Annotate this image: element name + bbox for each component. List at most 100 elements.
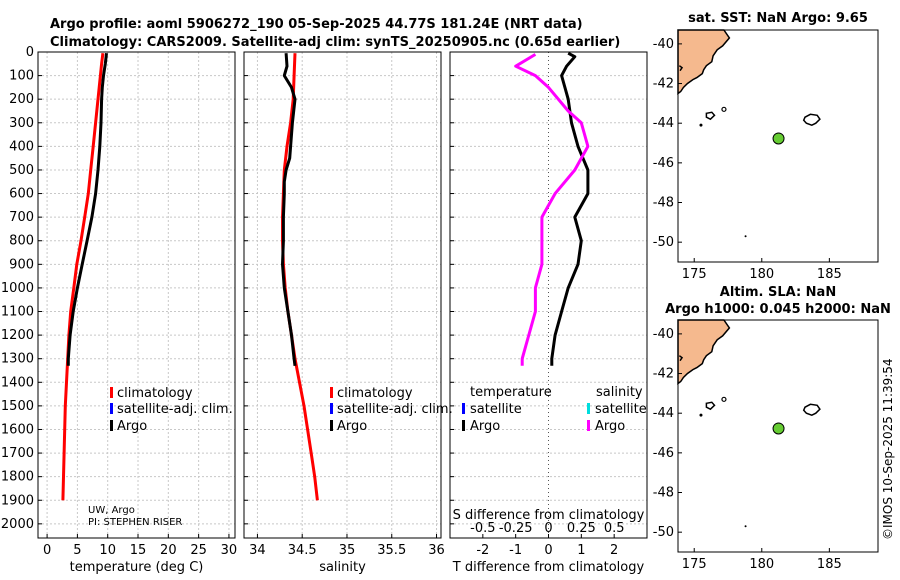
lat-tick-label: -42 xyxy=(653,77,674,92)
map-frame xyxy=(677,319,879,553)
x-tick-label: 36 xyxy=(428,543,445,558)
map-sst-panel: -40 -42 -44 -46 -48 -50 175 180 185 xyxy=(653,29,879,282)
top-x-axis-label: S difference from climatology xyxy=(453,508,645,523)
lat-tick-label: -42 xyxy=(653,367,674,382)
x-tick-label: 0 xyxy=(43,543,51,558)
lat-tick-label: -40 xyxy=(653,37,674,52)
top-x-tick-label: 0.25 xyxy=(567,521,596,536)
lat-tick-label: -44 xyxy=(653,406,674,421)
y-tick-label: 1200 xyxy=(1,328,34,343)
island-dot xyxy=(699,413,703,417)
y-tick-label: 1300 xyxy=(1,352,34,367)
legend-swatch-s-satellite xyxy=(587,403,590,414)
timestamp: ©IMOS 10-Sep-2025 11:39:54 xyxy=(881,358,895,540)
lon-tick-label: 180 xyxy=(749,267,774,282)
y-tick-label: 1800 xyxy=(1,470,34,485)
land-mass xyxy=(677,319,731,385)
legend-swatch-argo xyxy=(330,420,333,431)
figure-title-line1: Argo profile: aoml 5906272_190 05-Sep-20… xyxy=(50,17,583,32)
series-line-t-argo-clim xyxy=(550,51,590,366)
series-line-climatology xyxy=(61,53,105,501)
x-tick-label: -2 xyxy=(476,543,489,558)
difference-panel: -2 -1 0 1 2 T difference from climatology -0.5… xyxy=(449,51,648,575)
chatham-island-outline xyxy=(802,113,821,127)
series-line-argo xyxy=(281,53,297,366)
legend-label-argo: Argo xyxy=(337,419,367,434)
lon-tick-label: 180 xyxy=(749,557,774,572)
y-tick-label: 100 xyxy=(9,69,34,84)
y-tick-label: 1600 xyxy=(1,422,34,437)
lat-tick-label: -50 xyxy=(653,525,674,540)
x-tick-label: 35 xyxy=(339,543,356,558)
y-tick-label: 500 xyxy=(9,163,34,178)
map-sla-subtitle: Argo h1000: 0.045 h2000: NaN xyxy=(665,302,891,317)
chatham-island-outline xyxy=(802,403,821,417)
lat-tick-label: -46 xyxy=(653,446,674,461)
x-tick-label: 5 xyxy=(73,543,81,558)
lon-tick-label: 175 xyxy=(682,557,707,572)
island-dot xyxy=(699,123,703,127)
y-tick-label: 0 xyxy=(26,45,34,60)
legend-label-s-satellite: satellite xyxy=(595,402,647,417)
island-outline xyxy=(705,401,716,411)
x-tick-label: 20 xyxy=(160,543,177,558)
legend-swatch-t-satellite xyxy=(462,403,465,414)
x-axis-label: temperature (deg C) xyxy=(70,560,204,575)
legend-swatch-satellite xyxy=(110,403,113,414)
series-line-climatology xyxy=(281,53,319,501)
top-x-tick-label: 0 xyxy=(544,521,552,536)
lat-tick-label: -40 xyxy=(653,327,674,342)
x-tick-label: 10 xyxy=(99,543,116,558)
y-tick-label: 1900 xyxy=(1,493,34,508)
island-outline xyxy=(721,396,727,402)
y-tick-label: 200 xyxy=(9,92,34,107)
temperature-legend: climatology satellite-adj. clim. Argo xyxy=(110,386,233,434)
island-outline xyxy=(705,111,716,121)
coastline-fragment xyxy=(678,355,684,362)
legend-label-climatology: climatology xyxy=(117,386,193,401)
x-tick-label: 15 xyxy=(130,543,147,558)
top-x-tick-label: -0.5 xyxy=(470,521,495,536)
land-mass xyxy=(677,29,731,95)
y-tick-label: 700 xyxy=(9,210,34,225)
x-tick-label: 1 xyxy=(577,543,585,558)
coastline-fragment xyxy=(678,65,684,72)
legend-label-t-satellite: satellite xyxy=(470,402,522,417)
lat-tick-label: -50 xyxy=(653,235,674,250)
island-dot xyxy=(744,235,747,238)
legend-header-salinity: salinity xyxy=(596,385,643,400)
lon-tick-label: 175 xyxy=(682,267,707,282)
legend-swatch-argo xyxy=(110,420,113,431)
x-tick-label: 25 xyxy=(190,543,207,558)
lon-tick-label: 185 xyxy=(817,267,842,282)
island-outline xyxy=(721,106,727,112)
y-tick-label: 1100 xyxy=(1,305,34,320)
argo-float-marker xyxy=(772,422,785,435)
x-tick-label: -1 xyxy=(509,543,522,558)
x-tick-label: 35.5 xyxy=(377,543,406,558)
credit-institution: UW, Argo xyxy=(88,505,135,516)
x-tick-label: 34 xyxy=(249,543,266,558)
salinity-legend: climatology satellite-adj. clim. Argo xyxy=(330,386,453,434)
legend-label-satellite: satellite-adj. clim. xyxy=(337,402,453,417)
figure-title-line2: Climatology: CARS2009. Satellite-adj cli… xyxy=(50,35,620,50)
legend-label-satellite: satellite-adj. clim. xyxy=(117,402,233,417)
plot-frame xyxy=(243,51,442,539)
argo-float-marker xyxy=(772,132,785,145)
plot-frame xyxy=(37,51,236,539)
island-dot xyxy=(744,525,747,528)
y-tick-label: 2000 xyxy=(1,517,34,532)
legend-label-climatology: climatology xyxy=(337,386,413,401)
y-tick-label: 400 xyxy=(9,139,34,154)
x-tick-label: 0 xyxy=(544,543,552,558)
lat-tick-label: -44 xyxy=(653,116,674,131)
y-tick-label: 600 xyxy=(9,187,34,202)
legend-swatch-climatology xyxy=(110,387,113,398)
legend-label-s-argo: Argo xyxy=(595,419,625,434)
x-tick-label: 30 xyxy=(221,543,238,558)
map-sst-title: sat. SST: NaN Argo: 9.65 xyxy=(688,11,868,26)
y-tick-label: 1400 xyxy=(1,375,34,390)
legend-label-argo: Argo xyxy=(117,419,147,434)
salinity-panel: 34 34.5 35 35.5 36 salinity xyxy=(243,51,445,575)
y-tick-label: 300 xyxy=(9,116,34,131)
